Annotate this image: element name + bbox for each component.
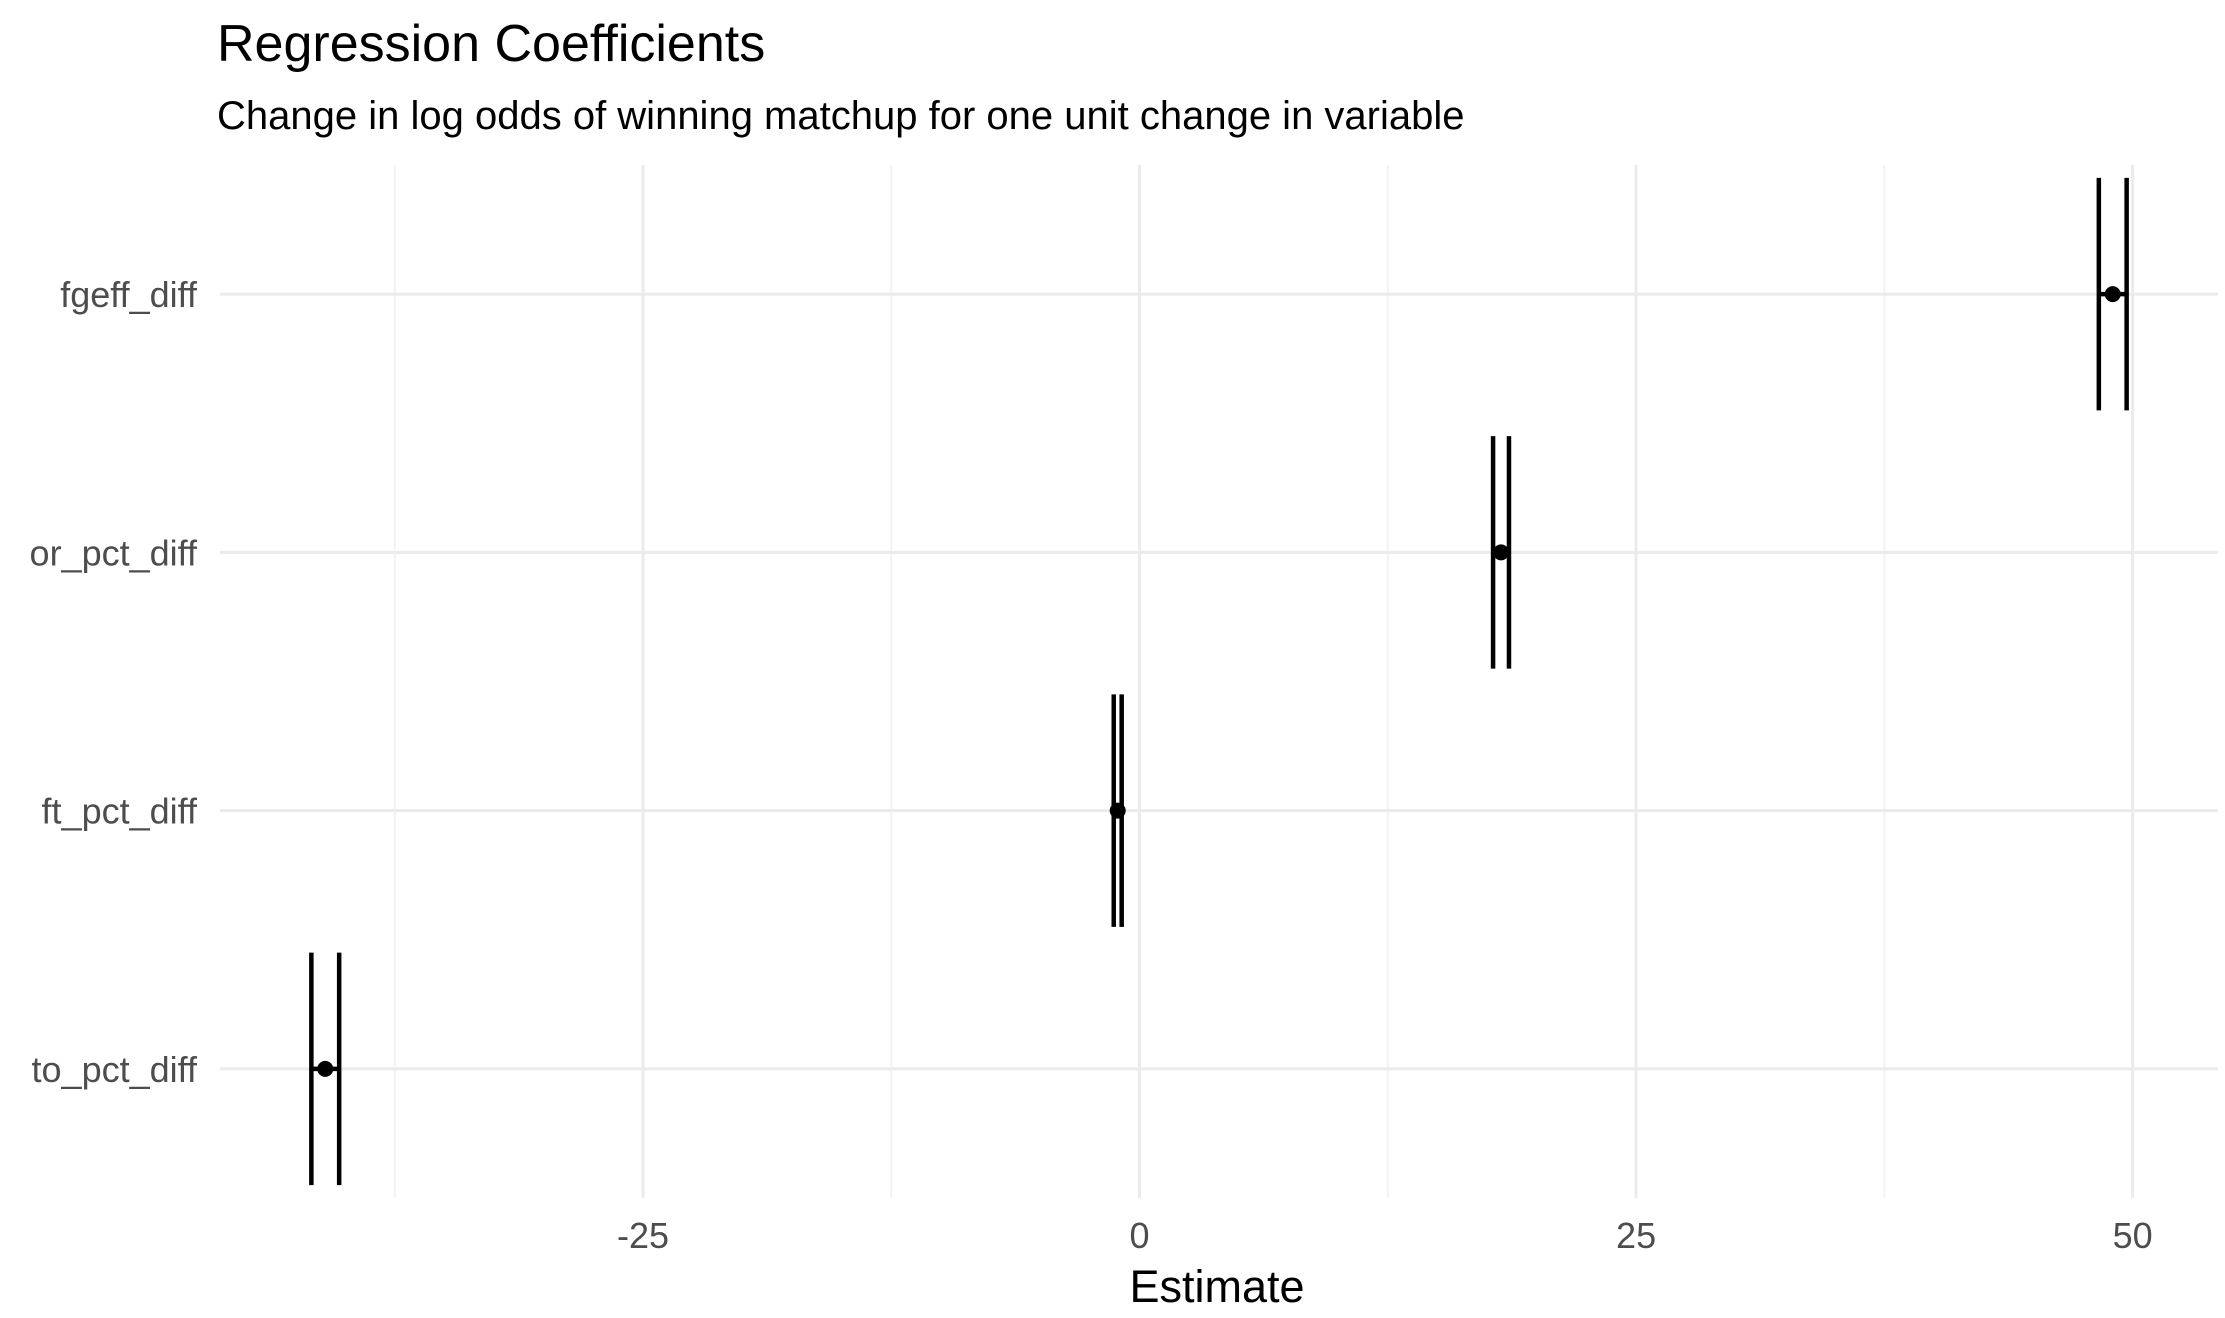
chart-subtitle: Change in log odds of winning matchup fo… bbox=[217, 94, 1465, 138]
x-axis-label: Estimate bbox=[1129, 1261, 1304, 1312]
estimate-point bbox=[1109, 802, 1126, 819]
x-tick-label: 50 bbox=[2113, 1215, 2153, 1256]
y-tick-labels: fgeff_diff or_pct_diff ft_pct_diff to_pct_d… bbox=[30, 274, 198, 1090]
y-tick-label: fgeff_diff bbox=[60, 274, 198, 315]
estimate-point bbox=[317, 1060, 334, 1077]
x-tick-label: -25 bbox=[617, 1215, 669, 1256]
chart-title: Regression Coefficients bbox=[217, 15, 766, 73]
x-tick-label: 0 bbox=[1130, 1215, 1150, 1256]
y-tick-label: or_pct_diff bbox=[30, 532, 198, 573]
estimate-point bbox=[2104, 286, 2121, 303]
y-tick-label: to_pct_diff bbox=[32, 1049, 198, 1090]
x-tick-labels: -25 0 25 50 bbox=[617, 1215, 2153, 1256]
grid-major-lines bbox=[220, 165, 2218, 1198]
y-tick-label: ft_pct_diff bbox=[42, 791, 198, 832]
grid-minor-lines bbox=[393, 165, 1886, 1198]
estimate-point bbox=[1493, 544, 1510, 561]
x-tick-label: 25 bbox=[1616, 1215, 1656, 1256]
coefficient-marks bbox=[309, 177, 2129, 1186]
